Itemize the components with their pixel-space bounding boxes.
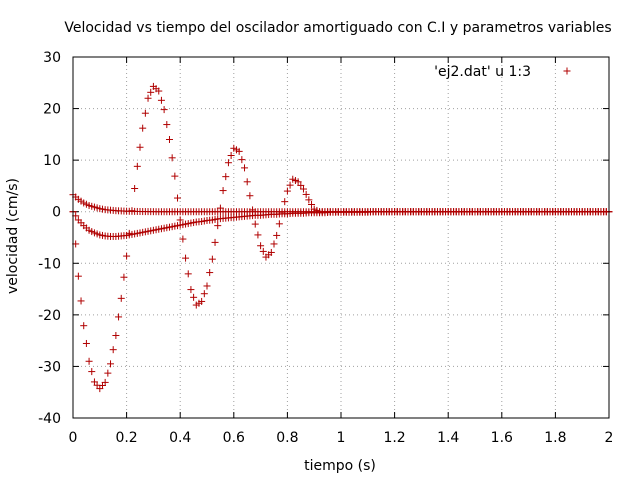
- data-point: [299, 185, 307, 193]
- data-point: [208, 255, 216, 263]
- data-point: [179, 235, 187, 243]
- data-point: [211, 238, 219, 246]
- data-point: [214, 222, 222, 230]
- x-tick-label: 0.6: [223, 430, 245, 446]
- data-point: [112, 331, 120, 339]
- data-point: [270, 240, 278, 248]
- x-tick-label: 1: [337, 430, 346, 446]
- data-point: [80, 322, 88, 330]
- data-point: [251, 220, 259, 228]
- data-point: [136, 143, 144, 151]
- x-tick-label: 1.8: [544, 430, 566, 446]
- data-point: [168, 154, 176, 162]
- data-point: [297, 181, 305, 189]
- y-tick-label: -10: [38, 256, 61, 272]
- data-point: [267, 248, 275, 256]
- data-point: [141, 109, 149, 117]
- data-point: [275, 220, 283, 228]
- data-point: [286, 181, 294, 189]
- x-tick-label: 2: [605, 430, 614, 446]
- y-tick-label: 30: [43, 50, 61, 66]
- x-tick-label: 1.2: [383, 430, 405, 446]
- data-point: [157, 96, 165, 104]
- data-point: [254, 231, 262, 239]
- data-point: [115, 313, 123, 321]
- legend-marker: [563, 67, 571, 75]
- y-tick-label: 0: [52, 205, 61, 221]
- y-tick-label: -40: [38, 411, 61, 427]
- grid-lines: [73, 57, 609, 418]
- data-point: [246, 192, 254, 200]
- y-tick-label: -30: [38, 359, 61, 375]
- data-point: [184, 270, 192, 278]
- data-point: [174, 194, 182, 202]
- x-tick-label: 0.2: [115, 430, 137, 446]
- data-point: [281, 198, 289, 206]
- legend-label: 'ej2.dat' u 1:3: [434, 64, 531, 80]
- legend: 'ej2.dat' u 1:3: [434, 64, 571, 80]
- y-tick-label: 20: [43, 102, 61, 118]
- data-point: [243, 178, 251, 186]
- data-point: [82, 339, 90, 347]
- data-point: [85, 357, 93, 365]
- data-point: [203, 282, 211, 290]
- data-point: [200, 290, 208, 298]
- plot-frame: [72, 56, 610, 419]
- x-tick-label: 0.8: [276, 430, 298, 446]
- data-point: [104, 369, 112, 377]
- y-tick-label: 10: [43, 153, 61, 169]
- data-point: [182, 254, 190, 262]
- data-point: [160, 106, 168, 114]
- x-tick-label: 0: [69, 430, 78, 446]
- data-point: [117, 294, 125, 302]
- data-point: [107, 360, 115, 368]
- data-point: [163, 121, 171, 129]
- y-axis-title: velocidad (cm/s): [5, 178, 21, 294]
- data-point: [238, 156, 246, 164]
- y-tick-label: -20: [38, 308, 61, 324]
- data-point: [74, 272, 82, 280]
- data-point: [133, 162, 141, 170]
- x-tick-label: 1.4: [437, 430, 459, 446]
- x-axis-title: tiempo (s): [304, 458, 376, 474]
- data-point: [139, 124, 147, 132]
- data-point: [227, 152, 235, 160]
- data-point: [155, 87, 163, 95]
- data-point: [101, 378, 109, 386]
- data-point: [235, 147, 243, 155]
- data-point: [190, 293, 198, 301]
- data-point: [257, 242, 265, 250]
- series-2: [69, 191, 613, 216]
- data-point: [144, 94, 152, 102]
- axis-ticks: 0 0.2 0.4 0.6 0.8 1 1.2 1.4 1.6 1.8 2 -40 -30 -20 -10 0…: [38, 50, 613, 446]
- data-point: [273, 231, 281, 239]
- data-point: [294, 178, 302, 186]
- data-point: [219, 187, 227, 195]
- data-point: [283, 187, 291, 195]
- x-tick-label: 1.6: [491, 430, 513, 446]
- chart-title: Velocidad vs tiempo del oscilador amorti…: [64, 20, 611, 36]
- data-point: [241, 164, 249, 172]
- data-point: [165, 136, 173, 144]
- data-point: [198, 297, 206, 305]
- data-point: [308, 200, 316, 208]
- data-point: [224, 159, 232, 167]
- data-point: [171, 172, 179, 180]
- data-point: [302, 190, 310, 198]
- data-point: [147, 88, 155, 96]
- data-point: [109, 346, 117, 354]
- data-point: [187, 286, 195, 294]
- data-point: [120, 273, 128, 281]
- data-point: [305, 196, 313, 204]
- data-point: [259, 247, 267, 255]
- x-tick-label: 0.4: [169, 430, 191, 446]
- data-point: [88, 368, 96, 376]
- data-point: [131, 185, 139, 193]
- data-point: [206, 269, 214, 277]
- data-point: [123, 252, 131, 260]
- data-point: [77, 297, 85, 305]
- data-point: [222, 173, 230, 181]
